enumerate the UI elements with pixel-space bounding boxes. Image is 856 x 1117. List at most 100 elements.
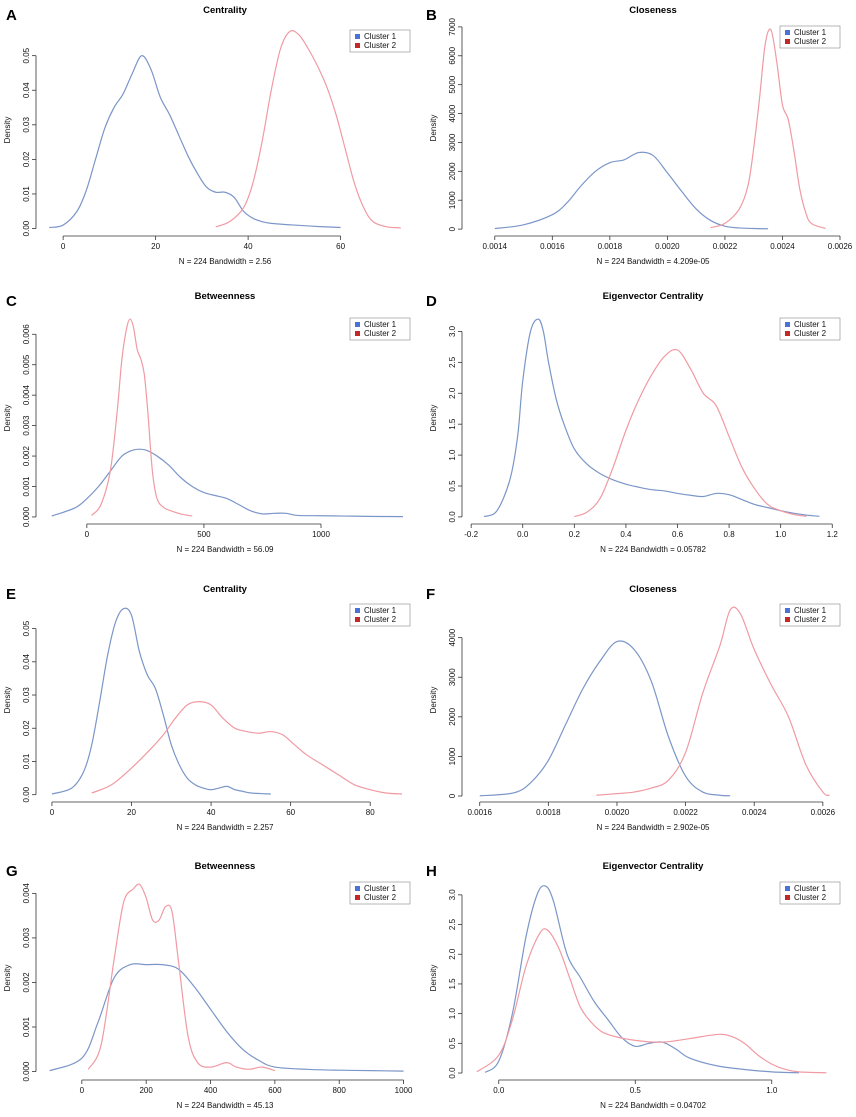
legend-key-cluster-1: [355, 608, 360, 613]
chart-title: Closeness: [629, 584, 677, 595]
y-axis-label: Density: [429, 965, 438, 992]
y-tick-label: 0.002: [22, 446, 31, 467]
legend-label: Cluster 2: [794, 37, 827, 46]
y-tick-label: 0.02: [22, 720, 31, 736]
y-tick-label: 0.05: [22, 47, 31, 63]
x-tick-label: 0.0024: [742, 808, 767, 817]
x-tick-label: 1000: [395, 1086, 413, 1095]
x-tick-label: 0.0026: [811, 808, 836, 817]
x-tick-label: 1.0: [766, 1086, 778, 1095]
legend-key-cluster-2: [355, 331, 360, 336]
x-tick-label: 1.2: [827, 530, 839, 539]
panel-f: F Closeness Density N = 224 Bandwidth = 2.9…: [426, 584, 841, 832]
y-tick-label: 0: [448, 793, 457, 798]
y-tick-label: 1.5: [448, 418, 457, 430]
legend-label: Cluster 1: [794, 606, 827, 615]
y-tick-label: 7000: [448, 17, 457, 35]
legend-label: Cluster 1: [794, 320, 827, 329]
legend-key-cluster-2: [785, 617, 790, 622]
x-tick-label: 0.8: [724, 530, 736, 539]
x-tick-label: 60: [336, 242, 345, 251]
x-tick-label: 20: [127, 808, 136, 817]
legend-label: Cluster 1: [794, 884, 827, 893]
y-tick-label: 1.0: [448, 1008, 457, 1020]
y-axis-label: Density: [3, 687, 12, 714]
y-tick-label: 0.002: [22, 972, 31, 993]
y-tick-label: 0.003: [22, 927, 31, 948]
y-tick-label: 0.5: [448, 1037, 457, 1049]
legend-key-cluster-2: [785, 39, 790, 44]
legend-key-cluster-2: [355, 43, 360, 48]
legend-box: [779, 25, 841, 49]
y-tick-label: 0: [448, 226, 457, 231]
series-line-cluster-1: [49, 963, 404, 1072]
panel-g: G Betweenness Density N = 224 Bandwidth = 4…: [3, 861, 413, 1110]
chart-title: Centrality: [203, 584, 248, 595]
legend-key-cluster-1: [785, 322, 790, 327]
legend-key-cluster-2: [355, 617, 360, 622]
x-axis-label: N = 224 Bandwidth = 4.209e-05: [597, 257, 711, 266]
chart-title: Eigenvector Centrality: [603, 291, 705, 302]
legend-label: Cluster 2: [364, 615, 397, 624]
y-tick-label: 0.03: [22, 687, 31, 703]
x-tick-label: 0: [80, 1086, 85, 1095]
x-tick-label: 800: [333, 1086, 347, 1095]
series-line-cluster-2: [91, 701, 403, 795]
chart-title: Closeness: [629, 5, 677, 16]
y-tick-label: 0.000: [22, 1061, 31, 1082]
y-tick-label: 0.001: [22, 1016, 31, 1037]
panel-label: E: [6, 586, 16, 603]
y-tick-label: 0.005: [22, 354, 31, 375]
x-tick-label: 80: [366, 808, 375, 817]
x-tick-label: 0: [85, 530, 90, 539]
legend-key-cluster-1: [785, 608, 790, 613]
x-tick-label: 0.5: [630, 1086, 642, 1095]
legend-label: Cluster 2: [794, 615, 827, 624]
y-axis-label: Density: [3, 117, 12, 144]
legend-box: [779, 603, 841, 627]
y-tick-label: 0.01: [22, 186, 31, 202]
legend-label: Cluster 1: [364, 884, 397, 893]
legend-box: [779, 317, 841, 341]
y-axis-label: Density: [3, 405, 12, 432]
y-axis-label: Density: [429, 687, 438, 714]
legend-key-cluster-2: [785, 331, 790, 336]
x-axis-label: N = 224 Bandwidth = 2.902e-05: [597, 823, 711, 832]
y-tick-label: 0.004: [22, 883, 31, 904]
y-tick-label: 0.04: [22, 653, 31, 669]
legend-key-cluster-1: [785, 886, 790, 891]
y-tick-label: 0.01: [22, 753, 31, 769]
y-tick-label: 3.0: [448, 325, 457, 337]
y-tick-label: 5000: [448, 75, 457, 93]
x-tick-label: 500: [197, 530, 211, 539]
x-axis-label: N = 224 Bandwidth = 0.04702: [600, 1101, 706, 1110]
x-tick-label: 400: [204, 1086, 218, 1095]
panel-c: C Betweenness Density N = 224 Bandwidth = 5…: [3, 291, 411, 554]
series-line-cluster-2: [596, 606, 830, 796]
x-tick-label: 0.0020: [655, 242, 680, 251]
series-line-cluster-2: [215, 30, 401, 229]
legend-box: [349, 317, 411, 341]
x-axis-label: N = 224 Bandwidth = 45.13: [177, 1101, 275, 1110]
y-tick-label: 2000: [448, 162, 457, 180]
y-tick-label: 2.5: [448, 356, 457, 368]
y-tick-label: 1.0: [448, 449, 457, 461]
panel-label: B: [426, 7, 437, 24]
y-tick-label: 0.04: [22, 82, 31, 98]
legend-key-cluster-1: [355, 322, 360, 327]
y-tick-label: 3000: [448, 133, 457, 151]
legend-box: [349, 29, 411, 53]
legend-key-cluster-1: [355, 886, 360, 891]
x-tick-label: 1000: [312, 530, 330, 539]
x-tick-label: 20: [151, 242, 160, 251]
y-tick-label: 0.03: [22, 116, 31, 132]
legend-label: Cluster 1: [794, 28, 827, 37]
panel-d: D Eigenvector Centrality Density N = 224 Ba…: [426, 291, 841, 554]
legend-label: Cluster 2: [364, 329, 397, 338]
y-axis-label: Density: [429, 115, 438, 142]
x-tick-label: 0.0020: [605, 808, 630, 817]
legend-key-cluster-2: [785, 895, 790, 900]
y-tick-label: 2000: [448, 707, 457, 725]
panel-label: D: [426, 293, 437, 310]
